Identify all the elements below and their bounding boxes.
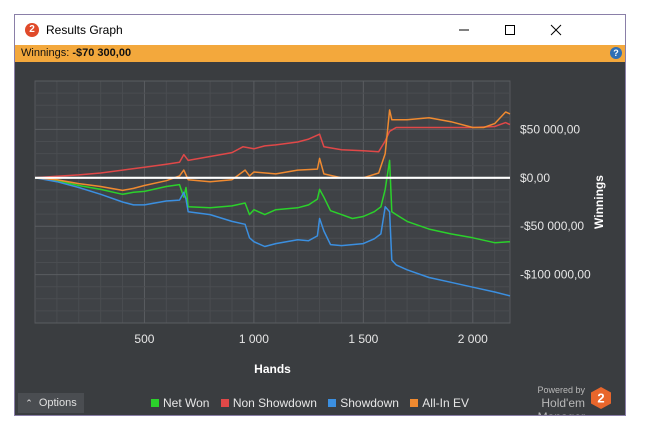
legend-item-all-in-ev[interactable]: All-In EV [410,396,469,410]
legend-swatch-showdown [328,399,337,407]
options-label: Options [38,397,77,409]
results-chart[interactable]: 500 1 000 1 500 2 000 $50 000,00 $0,00 -$50 0… [15,15,625,415]
maximize-icon [505,25,515,35]
winnings-value: -$70 300,00 [72,47,132,59]
y-axis-ticks: $50 000,00 $0,00 -$50 000,00 -$100 000,00 [520,122,591,281]
help-icon[interactable]: ? [610,47,622,59]
legend-swatch-net-won [151,399,159,407]
y-tick-label: $50 000,00 [520,122,580,136]
legend-swatch-non-showdown [220,399,229,407]
maximize-button[interactable] [487,15,533,45]
chevron-up-icon: ⌃ [25,398,33,408]
legend-label-showdown: Showdown [340,396,399,410]
y-axis-label: Winnings [592,175,606,229]
app-logo-icon: 2 [25,23,39,37]
holdem-manager-logo-icon: 2 [591,387,611,409]
winnings-label: Winnings: [21,47,70,59]
x-tick-label: 1 500 [348,332,378,346]
x-tick-label: 2 000 [458,332,488,346]
chart-grid [35,80,510,324]
winnings-summary: Winnings: -$70 300,00 [21,47,131,59]
x-tick-label: 1 000 [239,332,269,346]
y-tick-label: $0,00 [520,171,550,185]
minimize-icon [459,29,469,31]
series-line-all-in-ev [34,109,511,192]
options-button[interactable]: ⌃ Options [18,393,84,413]
results-graph-window: 2 Results Graph Winnings: -$70 300,00 ? … [14,14,626,416]
x-axis-ticks: 500 1 000 1 500 2 000 [134,332,488,346]
powered-by-branding: Powered by Hold'em Manager [493,385,585,415]
legend-label-all-in-ev: All-In EV [422,396,469,410]
legend-item-showdown[interactable]: Showdown [328,396,399,410]
y-tick-label: -$100 000,00 [520,268,591,282]
close-button[interactable] [533,15,579,45]
title-bar[interactable]: 2 Results Graph [15,15,625,45]
legend-item-net-won[interactable]: Net Won [151,396,209,410]
window-title: Results Graph [46,23,123,37]
series-line-non-showdown [34,121,511,179]
y-tick-label: -$50 000,00 [520,219,584,233]
series-line-net-won [34,159,511,244]
legend-swatch-all-in-ev [410,399,419,407]
winnings-status-bar: Winnings: -$70 300,00 ? [15,45,625,62]
legend-label-non-showdown: Non Showdown [232,396,317,410]
series-line-showdown [34,177,511,297]
x-axis-label: Hands [254,362,291,376]
legend-label-net-won: Net Won [163,396,210,410]
powered-by-text: Powered by [537,385,585,395]
logo-glyph: 2 [597,391,604,406]
minimize-button[interactable] [441,15,487,45]
chart-series [34,109,511,297]
chart-legend: Net Won Non Showdown Showdown All-In EV [151,396,477,410]
legend-item-non-showdown[interactable]: Non Showdown [220,396,317,410]
x-tick-label: 500 [134,332,154,346]
close-icon [550,24,562,36]
product-name: Hold'em Manager [538,396,585,415]
